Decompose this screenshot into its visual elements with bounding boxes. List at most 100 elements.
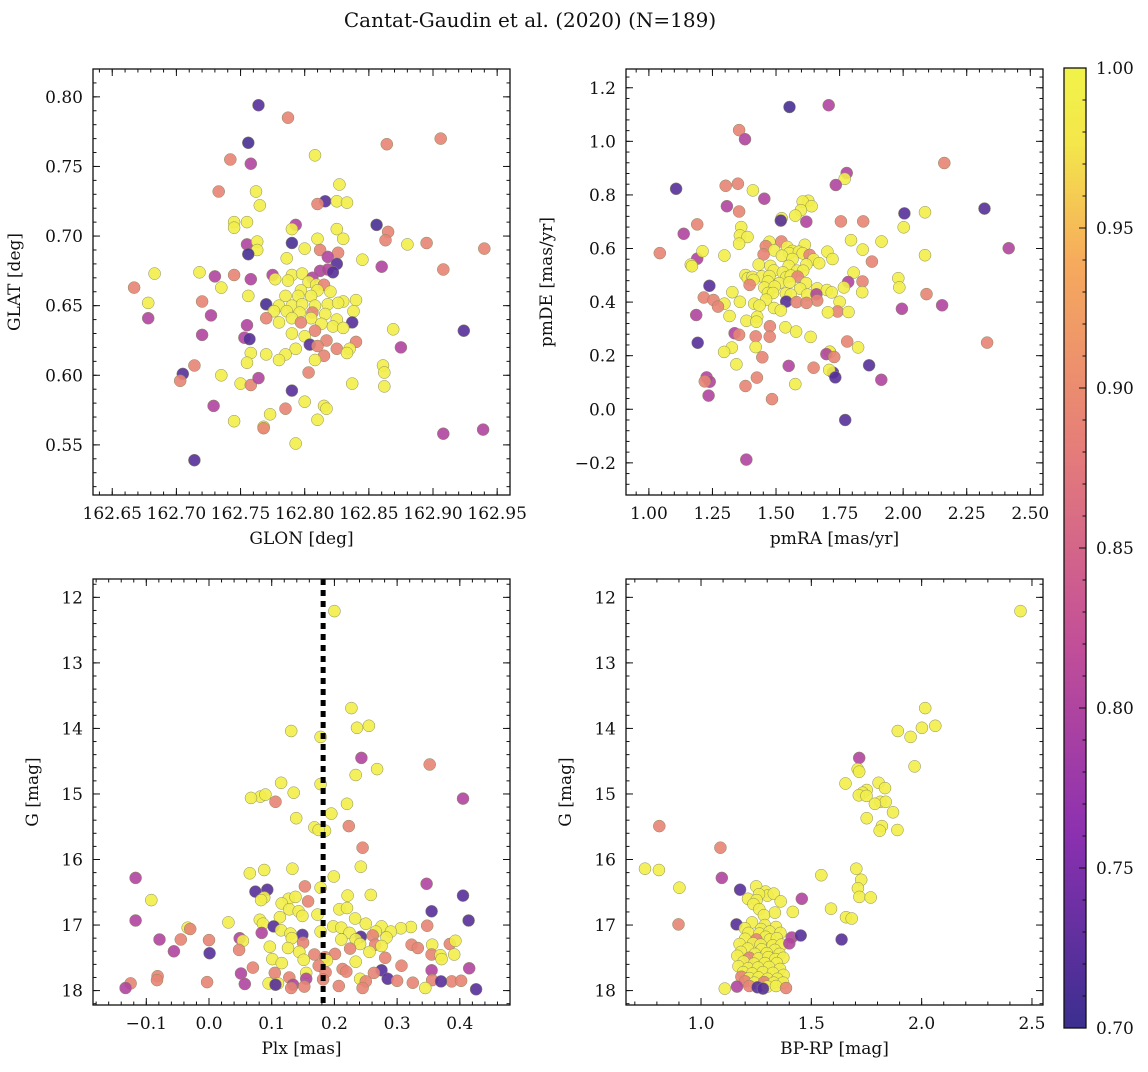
x-tick-label: 162.85: [339, 504, 398, 524]
data-point: [349, 293, 363, 307]
x-tick-label: 1.00: [630, 504, 668, 524]
data-point: [434, 132, 447, 145]
data-point: [342, 819, 356, 833]
data-point: [673, 881, 686, 894]
data-point: [145, 893, 158, 907]
data-point: [691, 336, 704, 350]
data-point: [345, 316, 359, 329]
scatter-points: [127, 98, 491, 467]
data-point: [127, 281, 141, 294]
color-magnitude-panel: 1.0 1.5 2.0 2.5 12 13 14 15 16 17 18 BP-RP [mag] G […: [556, 578, 1045, 1059]
data-point: [756, 351, 769, 364]
data-point: [302, 366, 315, 379]
y-tick-label: 0.80: [45, 88, 83, 108]
data-point: [227, 414, 241, 428]
x-tick-label: 1.75: [821, 504, 859, 524]
data-point: [774, 214, 788, 227]
data-point: [336, 232, 350, 246]
data-point: [257, 863, 271, 877]
data-point: [281, 941, 295, 955]
y-tick-label: 12: [594, 588, 616, 608]
data-point: [212, 185, 225, 198]
parallax-magnitude-panel: −0.1 0.0 0.1 0.2 0.3 0.4 12 13 14 15 16 17 18 Plx [ma…: [23, 578, 511, 1059]
data-point: [148, 267, 161, 280]
data-point: [653, 819, 666, 833]
x-tick-label: 2.0: [908, 1014, 935, 1034]
y-tick-label: 16: [594, 851, 616, 871]
data-point: [328, 604, 341, 618]
data-point: [153, 933, 166, 946]
scatter-points: [119, 604, 483, 996]
x-tick-label: 2.50: [1011, 504, 1049, 524]
data-point: [895, 302, 909, 316]
data-point: [454, 974, 468, 988]
data-point: [750, 371, 764, 384]
data-point: [733, 295, 747, 309]
colorbar-tick-label: 0.85: [1096, 539, 1134, 559]
data-point: [275, 956, 288, 970]
y-tick-label: 18: [594, 982, 616, 1002]
data-point: [332, 979, 346, 993]
y-tick-label: 16: [61, 851, 83, 871]
x-tick-label: 162.95: [467, 504, 526, 524]
data-point: [380, 137, 394, 151]
data-point: [437, 427, 450, 440]
axes-frame: [625, 578, 1044, 1006]
data-point: [783, 937, 796, 950]
x-axis-label: GLON [deg]: [249, 529, 353, 549]
data-point: [824, 902, 838, 915]
data-point: [765, 392, 779, 406]
scatter-points: [638, 604, 1027, 995]
x-tick-label: 1.5: [798, 1014, 825, 1034]
data-point: [308, 948, 321, 961]
data-point: [284, 724, 298, 738]
data-point: [285, 236, 299, 250]
y-tick-label: 12: [61, 588, 83, 608]
data-point: [320, 334, 333, 347]
data-point: [252, 371, 265, 385]
x-tick-label: 162.80: [275, 504, 334, 524]
data-point: [789, 325, 803, 338]
y-tick-label: 15: [594, 785, 616, 805]
data-point: [269, 978, 282, 991]
data-point: [240, 318, 254, 332]
data-point: [240, 215, 254, 229]
data-point: [287, 786, 300, 799]
data-point: [298, 242, 311, 255]
data-point: [878, 781, 892, 795]
data-point: [456, 889, 470, 902]
data-point: [860, 811, 873, 825]
data-point: [743, 278, 756, 292]
data-point: [756, 982, 770, 995]
data-point: [879, 795, 892, 809]
data-point: [243, 332, 256, 346]
data-point: [395, 959, 408, 972]
data-point: [478, 242, 491, 255]
data-point: [308, 353, 322, 367]
data-point: [296, 909, 309, 923]
data-point: [425, 905, 438, 918]
data-point: [345, 377, 359, 390]
data-point: [714, 841, 727, 854]
data-point: [731, 177, 745, 190]
data-point: [345, 701, 358, 715]
data-point: [689, 308, 703, 322]
data-point: [718, 982, 732, 995]
x-tick-label: 162.65: [83, 504, 142, 524]
x-tick-label: 162.70: [147, 504, 206, 524]
data-point: [188, 359, 201, 372]
data-point: [279, 289, 292, 303]
data-point: [188, 453, 201, 467]
y-tick-label: 14: [594, 719, 616, 739]
ticks: 162.65 162.70 162.75 162.80 162.85 162.90 162.…: [45, 68, 527, 524]
data-point: [349, 955, 362, 968]
data-point: [715, 871, 729, 885]
data-point: [285, 384, 299, 397]
data-point: [244, 272, 258, 286]
x-tick-label: 162.75: [211, 504, 270, 524]
data-point: [815, 868, 828, 882]
y-tick-label: 1.0: [589, 132, 616, 152]
data-point: [167, 945, 181, 958]
data-point: [253, 199, 267, 212]
data-point: [749, 330, 762, 343]
